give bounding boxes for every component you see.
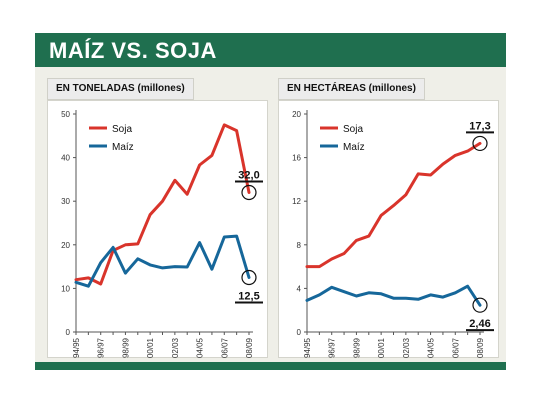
legend-label-soja: Soja: [112, 124, 132, 135]
tonnage-panel: EN TONELADAS (millones) 0 10 20 30 40 50 94/95…: [45, 78, 269, 358]
y-tick-label: 30: [61, 197, 70, 206]
hectares-panel-label: EN HECTÁREAS (millones): [278, 78, 425, 100]
title-bar: MAÍZ VS. SOJA: [35, 33, 506, 67]
x-tick-label: 00/01: [377, 337, 386, 358]
y-tick-label: 12: [292, 197, 301, 206]
x-tick-label: 06/07: [220, 337, 229, 358]
hectares-panel: EN HECTÁREAS (millones) 0 4 8 12 16 20 94/95 96…: [276, 78, 500, 358]
tonnage-panel-label: EN TONELADAS (millones): [47, 78, 194, 100]
y-tick-label: 40: [61, 154, 70, 163]
legend-label-maiz: Maíz: [112, 142, 134, 153]
x-tick-label: 08/09: [245, 337, 254, 358]
callout-value: 32,0: [238, 169, 259, 181]
hectares-chart: 0 4 8 12 16 20 94/95 96/97 98/99 00/01 02/03 04/05 0…: [292, 110, 494, 358]
legend-label-soja: Soja: [343, 124, 363, 135]
x-tick-label: 96/97: [97, 337, 106, 358]
y-tick-label: 20: [61, 241, 70, 250]
x-tick-label: 00/01: [146, 337, 155, 358]
callout-circle: [472, 297, 488, 313]
x-tick-label: 94/95: [72, 337, 81, 358]
main-title: MAÍZ VS. SOJA: [49, 38, 217, 63]
x-tick-label: 94/95: [303, 337, 312, 358]
legend-label-maiz: Maíz: [343, 142, 365, 153]
y-tick-label: 0: [297, 328, 302, 337]
y-tick-label: 0: [66, 328, 71, 337]
series-line-maiz: [305, 284, 482, 307]
series-line-soja: [74, 123, 251, 286]
x-tick-label: 06/07: [451, 337, 460, 358]
series-line-maiz: [74, 234, 251, 288]
x-tick-label: 02/03: [171, 337, 180, 358]
x-tick-label: 98/99: [352, 337, 361, 358]
y-tick-label: 8: [297, 241, 302, 250]
x-tick-label: 02/03: [402, 337, 411, 358]
x-tick-label: 04/05: [196, 337, 205, 358]
x-tick-label: 04/05: [427, 337, 436, 358]
x-tick-label: 98/99: [121, 337, 130, 358]
callout-value: 2,46: [469, 318, 490, 330]
series-line-soja: [305, 141, 482, 269]
y-tick-label: 50: [61, 110, 70, 119]
tonnage-chart: 0 10 20 30 40 50 94/95 96/97 98/99 00/01 02/03 04/0…: [61, 110, 263, 358]
y-tick-label: 10: [61, 284, 70, 293]
tonnage-plot-area: [47, 100, 268, 358]
y-tick-label: 16: [292, 154, 301, 163]
callout-value: 12,5: [238, 291, 259, 303]
bottom-bar: [35, 362, 506, 370]
callout-circle: [241, 269, 257, 286]
callout-circle: [241, 184, 257, 201]
y-tick-label: 20: [292, 110, 301, 119]
callout-value: 17,3: [469, 120, 490, 132]
callout-circle: [472, 135, 488, 152]
y-tick-label: 4: [297, 284, 302, 293]
x-tick-label: 96/97: [328, 337, 337, 358]
x-tick-label: 08/09: [476, 337, 485, 358]
hectares-plot-area: [278, 100, 499, 358]
